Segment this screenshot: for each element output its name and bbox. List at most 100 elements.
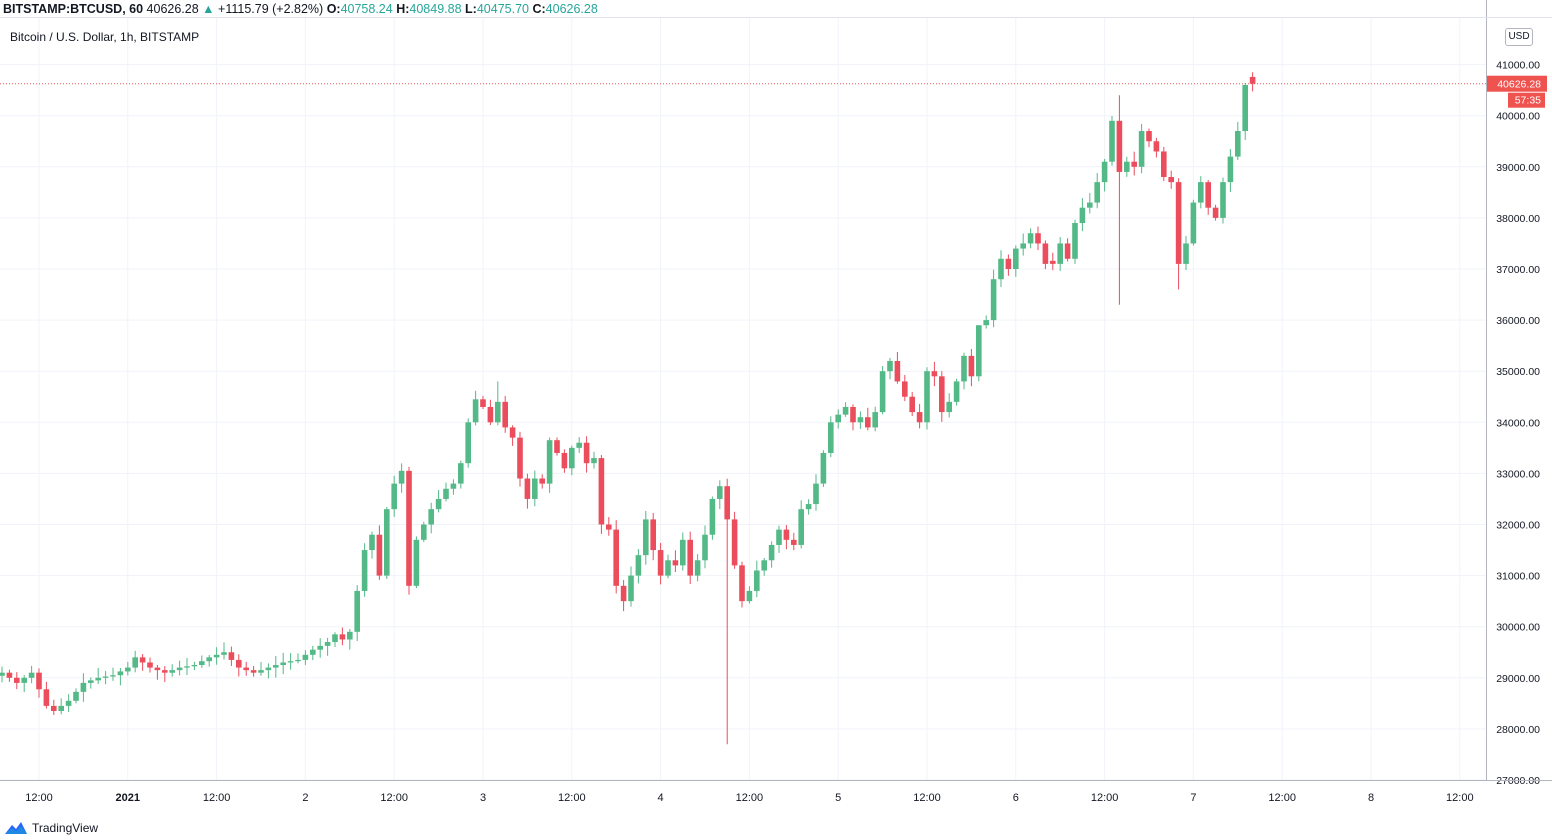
last-price: 40626.28 [146, 2, 199, 16]
candle-body [199, 661, 205, 666]
last-price-label: 40626.28 [1497, 79, 1541, 91]
candle-body [998, 258, 1004, 280]
candle-body [280, 662, 286, 666]
x-tick-label: 12:00 [25, 792, 53, 804]
candle-body [850, 406, 856, 423]
candle-body [798, 509, 804, 545]
candle-body [435, 498, 442, 510]
candle-body [369, 534, 375, 551]
candle-body [924, 371, 930, 423]
candle-body [754, 570, 760, 591]
candle-body [398, 470, 405, 484]
candle-body [1198, 182, 1204, 203]
candle-body [1050, 260, 1056, 264]
candle-body [894, 360, 901, 382]
candle-body [176, 667, 183, 671]
candle-body [1035, 233, 1041, 244]
y-tick-label: 32000.00 [1496, 520, 1540, 532]
candle-body [273, 665, 279, 668]
x-tick-label: 12:00 [558, 792, 586, 804]
candle-body [546, 440, 553, 484]
candle-body [931, 371, 938, 377]
candle-body [73, 691, 79, 701]
candle-body [916, 412, 923, 423]
candle-body [591, 458, 597, 464]
x-tick-label: 12:00 [913, 792, 941, 804]
candle-body [1153, 141, 1160, 152]
candle-body [606, 524, 612, 530]
x-tick-label: 12:00 [736, 792, 764, 804]
candle-body [206, 657, 212, 662]
low-label: L: [465, 2, 477, 16]
candle-body [495, 401, 501, 423]
candle-body [310, 649, 316, 655]
candle-body [879, 371, 886, 413]
candle-body [465, 422, 471, 464]
x-tick-label: 12:00 [1268, 792, 1296, 804]
candle-body [1175, 182, 1182, 264]
candle-body [265, 667, 272, 671]
candle-body [428, 509, 434, 525]
y-tick-label: 38000.00 [1496, 213, 1540, 225]
low-value: 40475.70 [476, 2, 529, 16]
chart-overlays: 40626.28 57:35 [0, 75, 1547, 108]
y-tick-label: 35000.00 [1496, 366, 1540, 378]
candle-body [620, 585, 627, 602]
candle-body [221, 652, 227, 655]
x-tick-label: 3 [480, 792, 486, 804]
candle-body [909, 396, 915, 413]
candle-body [613, 529, 619, 586]
y-tick-label: 28000.00 [1496, 724, 1540, 736]
candle-body [717, 486, 723, 499]
candle-body [561, 452, 568, 469]
open-value: 40758.24 [340, 2, 393, 16]
candle-body [554, 440, 560, 453]
candle-body [1064, 243, 1071, 259]
candle-body [258, 670, 264, 673]
candle-body [324, 642, 331, 646]
candle-body [643, 519, 649, 556]
candle-body [865, 417, 871, 428]
candle-body [1220, 182, 1226, 218]
brand-name: TradingView [32, 821, 99, 835]
candle-body [1020, 243, 1026, 249]
candle-body [1116, 120, 1123, 172]
candle-body [406, 470, 412, 586]
candle-body [443, 488, 449, 499]
candlestick-series [0, 72, 1256, 745]
candle-body [102, 676, 109, 678]
symbol-name[interactable]: BITSTAMP:BTCUSD, 60 [3, 2, 144, 16]
candle-body [813, 483, 819, 505]
chart-axes: 27000.0028000.0029000.0030000.0031000.00… [0, 0, 1552, 804]
candle-body [421, 524, 427, 540]
candle-body [243, 667, 249, 671]
candle-body [376, 534, 383, 576]
candle-body [761, 560, 767, 571]
y-tick-label: 34000.00 [1496, 417, 1540, 429]
candle-body [872, 412, 878, 428]
candle-body [702, 534, 708, 561]
brand-footer[interactable]: TradingView [4, 818, 98, 838]
chart-title: Bitcoin / U.S. Dollar, 1h, BITSTAMP [10, 30, 200, 44]
candle-body [354, 590, 360, 632]
candle-body [857, 417, 864, 423]
high-value: 40849.88 [409, 2, 462, 16]
candle-body [58, 705, 64, 712]
candle-body [287, 661, 294, 663]
candle-body [672, 560, 679, 566]
candle-body [583, 442, 590, 464]
candle-body [783, 529, 790, 540]
candle-body [990, 279, 997, 321]
candle-body [509, 427, 516, 438]
candle-body [21, 677, 27, 683]
candle-body [250, 670, 257, 673]
candle-body [946, 401, 952, 413]
currency-button[interactable]: USD [1505, 28, 1533, 46]
candle-body [169, 670, 175, 673]
candle-body [598, 458, 605, 525]
candle-body [458, 463, 464, 484]
candle-body [339, 634, 346, 640]
tradingview-logo-icon [5, 822, 27, 834]
candle-body [184, 666, 190, 668]
